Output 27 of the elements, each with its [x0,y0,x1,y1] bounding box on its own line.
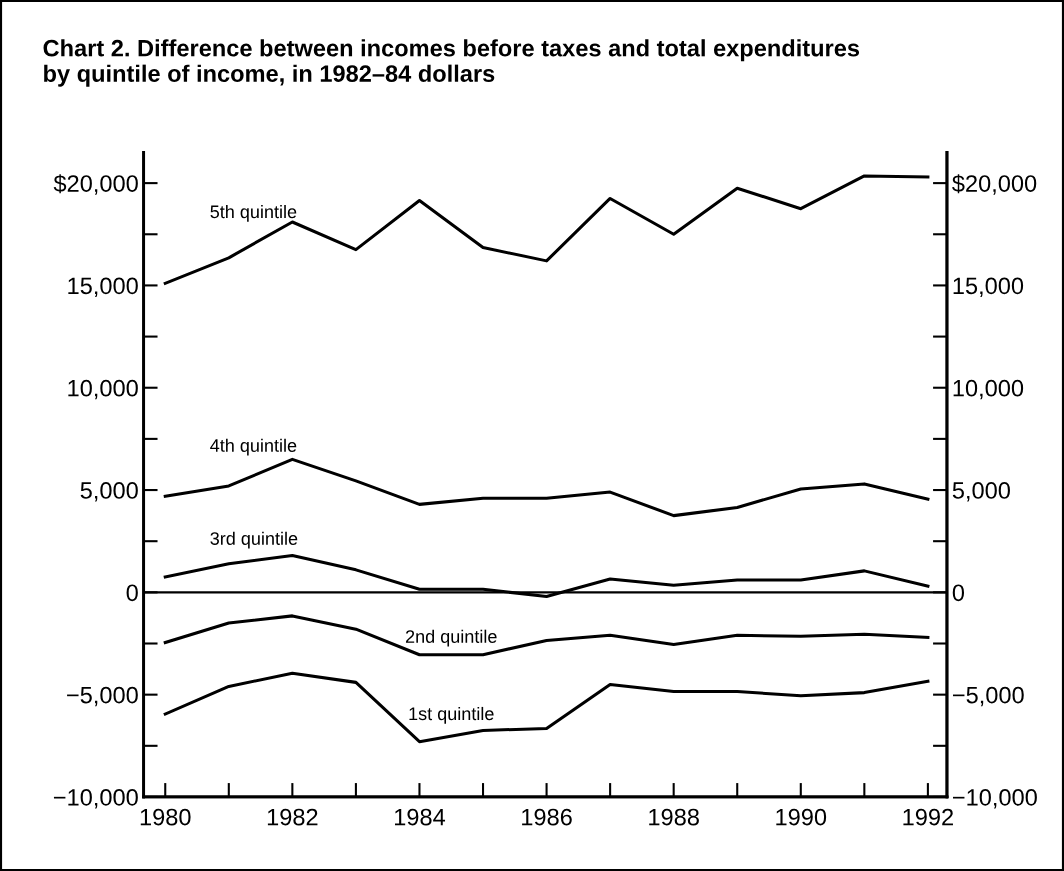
x-tick-label: 1990 [776,808,827,826]
y-tick-label: −5,000 [67,686,138,707]
series-label: 5th quintile [210,204,297,222]
y2-tick-label: 5,000 [952,482,1010,502]
x-tick-label: 1988 [649,808,699,826]
y-tick-label: $20,000 [53,174,138,195]
series-label: 4th quintile [210,438,297,456]
y2-tick-label: 10,000 [953,379,1024,400]
chart-title: Chart 2. Difference between incomes before taxes and total expenditures by quintile of income, in 1982–84 dollars [43,39,860,87]
y2-tick-label: −10,000 [952,789,1037,809]
x-tick-label: 1984 [395,808,446,826]
y-tick-label: 5,000 [80,482,138,502]
y2-tick-label: 15,000 [953,277,1024,297]
y2-tick-label: −5,000 [952,686,1024,707]
x-tick-label: 1986 [522,808,572,826]
series-label: 1st quintile [409,706,494,724]
y-tick-label: 15,000 [68,277,138,297]
y2-tick-label: 0 [952,584,965,602]
x-tick-label: 1992 [903,808,953,826]
y2-tick-label: $20,000 [952,174,1037,195]
y-tick-label: 0 [126,584,138,602]
x-tick-label: 1982 [267,808,318,826]
series-label: 3rd quintile [210,531,298,549]
x-tick-label: 1980 [140,808,191,826]
series-label: 2nd quintile [405,629,497,647]
y-tick-label: −10,000 [53,789,138,809]
y-tick-label: 10,000 [68,379,138,400]
